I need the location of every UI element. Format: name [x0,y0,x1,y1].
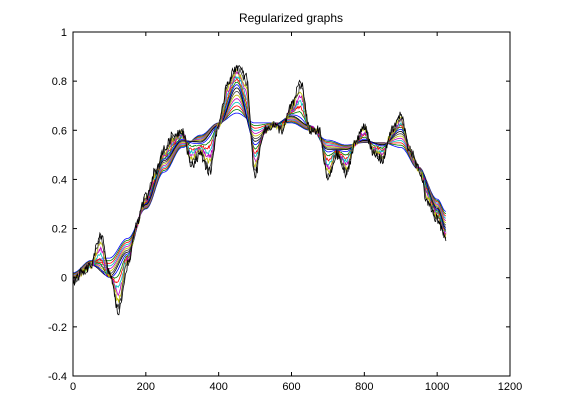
y-tick-label: 0.4 [52,174,67,186]
y-tick-label: -0.2 [48,322,67,334]
chart-title: Regularized graphs [239,11,343,25]
y-tick-label: 0.6 [52,125,67,137]
data-layer [72,64,447,316]
x-tick-label: 0 [70,381,76,393]
x-tick-label: 200 [137,381,155,393]
x-tick-label: 600 [282,381,300,393]
x-tick-label: 800 [355,381,373,393]
x-tick-label: 1000 [425,381,449,393]
y-tick-label: 0.2 [52,224,67,236]
y-tick-label: -0.4 [48,371,67,383]
y-tick-label: 1 [61,27,67,39]
x-tick-label: 400 [209,381,227,393]
y-tick-label: 0 [61,273,67,285]
series-line [72,64,447,316]
x-tick-label: 1200 [498,381,522,393]
y-tick-label: 0.8 [52,76,67,88]
axis-layer: 0 200 400 600 800 1000 1200 -0.4 -0.2 0 0.2 0.4 0.6 0… [48,27,522,393]
